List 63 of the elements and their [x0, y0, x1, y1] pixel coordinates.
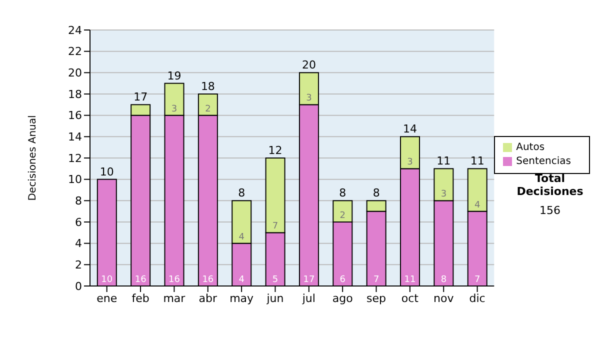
data-label: 7: [474, 275, 480, 285]
data-label: 3: [306, 94, 312, 104]
data-label: 2: [205, 104, 211, 114]
x-tick-label: ago: [332, 292, 354, 305]
y-tick-label: 6: [75, 216, 82, 229]
x-tick-label: dic: [469, 292, 486, 305]
total-label: 11: [470, 154, 484, 168]
data-label: 6: [340, 275, 346, 285]
data-label: 8: [440, 275, 447, 285]
data-label: 11: [404, 275, 416, 285]
x-tick-label: nov: [434, 292, 454, 305]
y-tick-label: 14: [68, 130, 82, 144]
data-label: 7: [373, 275, 380, 285]
x-tick-label: abr: [198, 292, 218, 305]
total-label: 18: [200, 80, 215, 93]
y-tick-label: 20: [68, 66, 82, 80]
x-tick-label: feb: [132, 292, 150, 305]
y-tick-label: 12: [68, 152, 82, 165]
y-tick-label: 2: [75, 258, 82, 272]
total-label: 11: [436, 154, 451, 168]
data-label: 4: [474, 200, 480, 210]
data-label: 3: [171, 104, 178, 114]
total-label: 14: [403, 122, 418, 136]
text: 156: [538, 204, 562, 217]
x-tick-label: jun: [266, 292, 284, 305]
data-label: 4: [238, 232, 245, 242]
data-label: 10: [101, 275, 113, 285]
x-tick-label: may: [230, 292, 254, 305]
data-label: 16: [202, 275, 214, 285]
total-label: 17: [134, 90, 148, 104]
y-tick-label: 18: [68, 88, 82, 101]
data-label: 3: [407, 158, 413, 168]
data-label: 5: [272, 275, 278, 285]
data-label: 16: [134, 275, 147, 285]
y-tick-label: 10: [68, 173, 82, 186]
x-tick-label: jul: [301, 292, 316, 305]
x-tick-label: sep: [366, 292, 386, 305]
y-tick-label: 22: [68, 45, 82, 58]
y-axis-title: Decisiones Anual: [28, 115, 39, 201]
data-label: 17: [303, 275, 315, 285]
x-tick-label: ene: [96, 292, 118, 305]
total-label: 8: [339, 186, 346, 200]
total-label: 10: [100, 165, 114, 178]
text: Total Decisiones: [516, 172, 584, 198]
total-label: 8: [238, 186, 246, 200]
x-tick-label: mar: [163, 292, 186, 305]
data-label: 4: [238, 275, 245, 285]
total-label: 20: [302, 58, 316, 72]
legend-label: Sentencias: [516, 156, 571, 167]
x-tick-label: oct: [401, 292, 420, 305]
total-label: 8: [372, 186, 380, 200]
legend-label: Autos: [516, 142, 545, 153]
y-tick-label: 4: [75, 237, 82, 250]
data-label: 2: [340, 211, 346, 221]
data-label: 16: [168, 275, 180, 285]
total-label: 19: [167, 69, 182, 82]
y-tick-label: 16: [68, 109, 82, 122]
data-label: 3: [440, 190, 447, 200]
y-tick-label: 8: [75, 194, 82, 208]
data-label: 7: [272, 222, 278, 232]
y-tick-label: 24: [68, 24, 82, 37]
y-tick-label: 0: [75, 280, 82, 293]
total-label: 12: [268, 144, 282, 157]
